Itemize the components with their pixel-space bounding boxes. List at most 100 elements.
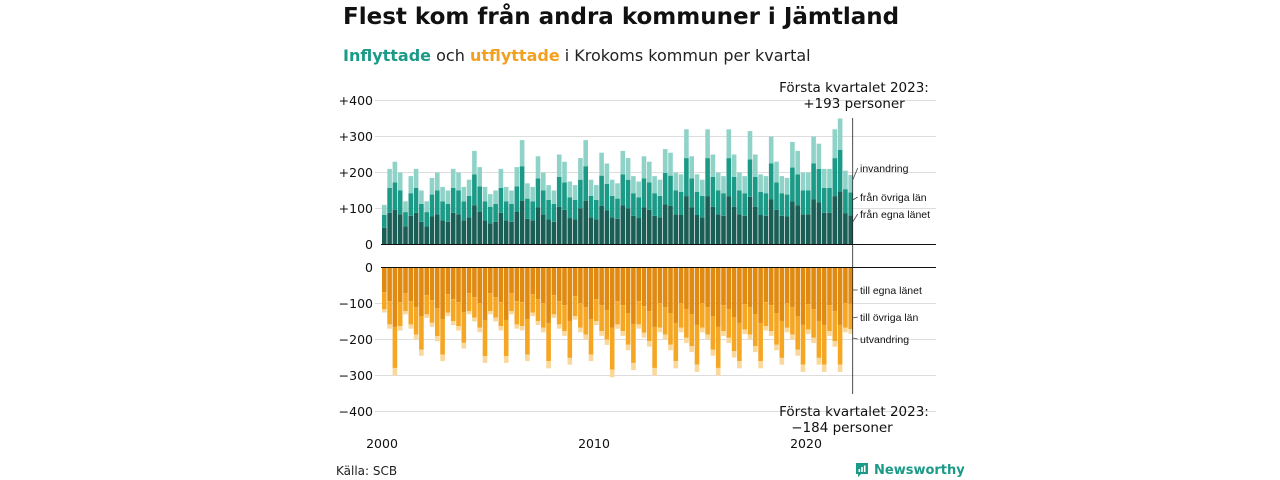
inflow-bar-invandring [684, 129, 689, 159]
inflow-bar-ovriga [588, 195, 594, 218]
outflow-bar-ovriga [747, 307, 753, 335]
outflow-bar-egna [678, 267, 684, 304]
outflow-bar-utvandring [382, 309, 387, 313]
outflow-bar-utvandring [705, 334, 710, 340]
outflow-bar-ovriga [519, 302, 525, 327]
inflow-bar-invandring [843, 170, 848, 190]
outflow-bar-ovriga [572, 296, 578, 317]
outflow-bar-utvandring [519, 326, 525, 331]
inflow-bar-ovriga [578, 179, 583, 209]
inflow-bar-ovriga [424, 212, 429, 227]
inflow-bar-ovriga [583, 166, 588, 201]
inflow-bar-ovriga [382, 214, 387, 228]
inflow-bar-invandring [604, 163, 610, 184]
outflow-bar-utvandring [662, 334, 668, 340]
outflow-bar-egna [609, 267, 615, 328]
inflow-bar-egna [482, 220, 488, 245]
inflow-bar-egna [710, 206, 716, 245]
outflow-bar-utvandring [800, 364, 806, 372]
outflow-bar-ovriga [588, 318, 594, 355]
outflow-bar-egna [493, 267, 498, 298]
outflow-bar-utvandring [493, 317, 498, 322]
outflow-bar-ovriga [784, 303, 790, 328]
outflow-bar-egna [503, 267, 509, 320]
inflow-bar-invandring [551, 190, 557, 204]
outflow-bar-utvandring [774, 344, 779, 351]
y-tick-label-upper: +100 [339, 201, 373, 216]
y-tick-label-upper: 0 [365, 237, 373, 252]
inflow-bar-invandring [726, 129, 732, 159]
inflow-bar-ovriga [477, 186, 482, 212]
inflow-bar-egna [763, 215, 769, 245]
series-label: utvandring [860, 334, 909, 346]
inflow-bar-ovriga [392, 182, 398, 210]
inflow-bar-ovriga [435, 190, 440, 215]
outflow-bar-ovriga [493, 297, 498, 318]
series-label-leader [852, 196, 858, 201]
outflow-bar-egna [758, 267, 763, 323]
brand-name: Newsworthy [874, 462, 965, 478]
outflow-bar-egna [514, 267, 520, 302]
outflow-bar-ovriga [530, 294, 535, 313]
outflow-bar-utvandring [837, 364, 843, 372]
inflow-bar-ovriga [737, 190, 742, 215]
outflow-bar-utvandring [424, 314, 429, 318]
outflow-bar-utvandring [440, 354, 445, 362]
outflow-bar-egna [403, 267, 408, 294]
inflow-bar-ovriga [673, 190, 679, 215]
outflow-bar-ovriga [731, 317, 737, 352]
inflow-bar-invandring [721, 176, 726, 194]
outflow-bar-utvandring [768, 331, 774, 336]
inflow-bar-ovriga [599, 175, 604, 206]
inflow-bar-ovriga [790, 167, 795, 202]
inflow-bar-invandring [779, 176, 785, 194]
inflow-bar-invandring [827, 168, 832, 188]
outflow-bar-ovriga [382, 292, 387, 310]
outflow-bar-ovriga [392, 326, 398, 368]
brand-logo: Newsworthy [855, 462, 965, 478]
inflow-bar-invandring [413, 168, 419, 188]
outflow-bar-egna [392, 267, 398, 327]
outflow-bar-ovriga [424, 295, 429, 315]
outflow-bar-ovriga [403, 293, 408, 312]
outflow-bar-ovriga [668, 313, 673, 345]
outflow-bar-utvandring [763, 326, 769, 331]
outflow-bar-utvandring [488, 311, 493, 315]
inflow-bar-ovriga [832, 158, 838, 197]
outflow-bar-egna [541, 267, 546, 304]
outflow-bar-ovriga [657, 303, 663, 328]
outflow-bar-egna [397, 267, 403, 303]
inflow-bar-invandring [811, 136, 816, 164]
outflow-bar-ovriga [583, 307, 588, 335]
outflow-bar-egna [450, 267, 456, 300]
y-tick-label-upper: +200 [339, 165, 373, 180]
outflow-bar-ovriga [429, 300, 435, 323]
outflow-bar-utvandring [429, 322, 435, 327]
outflow-bar-ovriga [715, 326, 721, 368]
y-tick-label-lower: −200 [339, 332, 373, 347]
outflow-bar-egna [800, 267, 806, 325]
outflow-bar-utvandring [435, 336, 440, 342]
inflow-bar-ovriga [684, 158, 689, 197]
outflow-bar-utvandring [525, 354, 530, 362]
outflow-bar-utvandring [631, 362, 636, 371]
outflow-bar-egna [482, 267, 488, 320]
series-label: invandring [860, 163, 909, 175]
inflow-bar-egna [795, 205, 800, 245]
inflow-bar-egna [689, 207, 694, 245]
outflow-bar-egna [811, 267, 816, 310]
outflow-bar-egna [429, 267, 435, 301]
inflow-bar-egna [721, 215, 726, 245]
outflow-bar-ovriga [488, 293, 493, 312]
inflow-bar-egna [461, 220, 467, 245]
outflow-bar-utvandring [790, 334, 795, 340]
outflow-bar-utvandring [673, 361, 679, 369]
inflow-bar-invandring [715, 172, 721, 191]
y-tick-label-lower: 0 [365, 260, 373, 275]
outflow-bar-ovriga [445, 294, 451, 313]
inflow-bar-egna [477, 211, 482, 245]
inflow-bar-ovriga [625, 179, 631, 209]
inflow-bar-egna [609, 217, 615, 245]
outflow-bar-egna [747, 267, 753, 308]
inflow-bar-ovriga [445, 204, 451, 222]
